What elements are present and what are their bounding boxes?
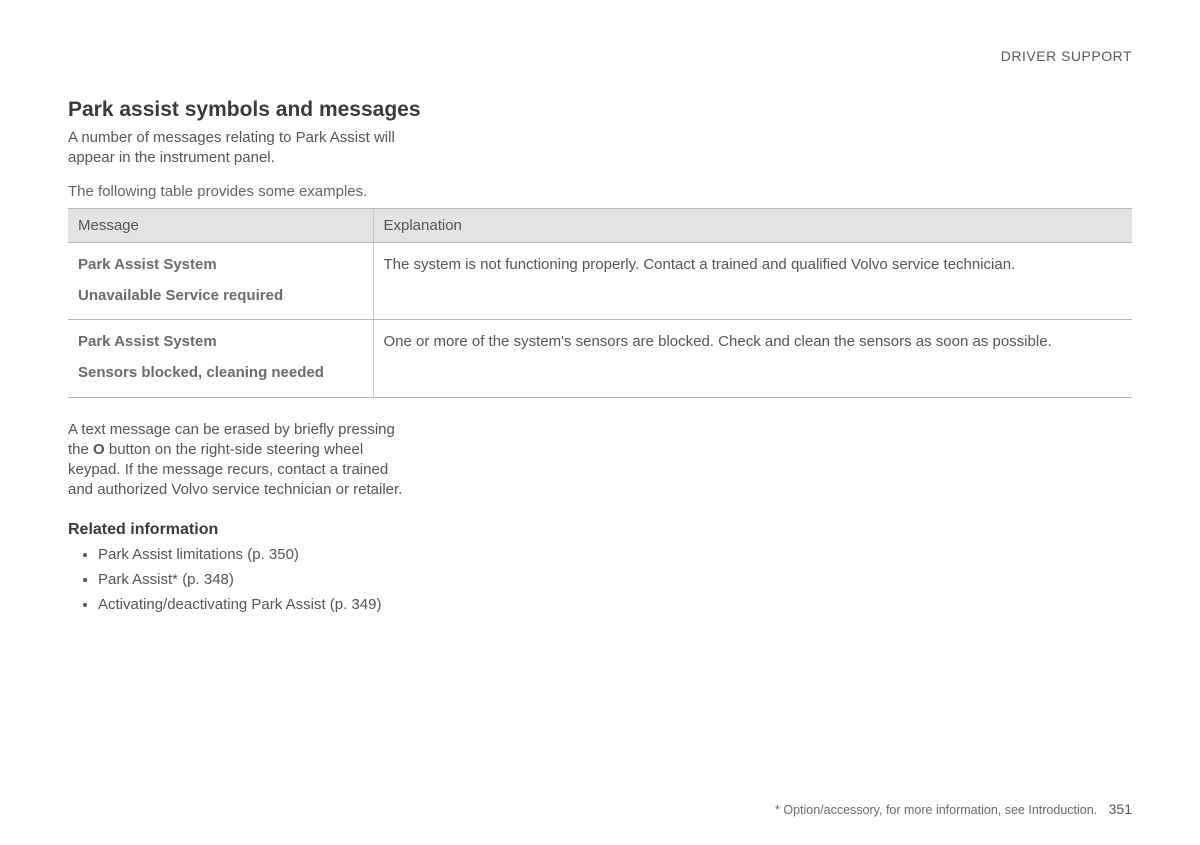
table-row: Park Assist System Sensors blocked, clea… — [68, 320, 1132, 398]
manual-page: DRIVER SUPPORT Park assist symbols and m… — [0, 0, 1200, 845]
message-cell: Park Assist System Sensors blocked, clea… — [68, 320, 373, 398]
explanation-cell: The system is not functioning properly. … — [373, 242, 1132, 320]
col-header-message: Message — [68, 208, 373, 242]
related-item: Activating/deactivating Park Assist (p. … — [98, 595, 1132, 615]
page-number: 351 — [1109, 801, 1132, 817]
message-subtitle: Sensors blocked, cleaning needed — [78, 361, 363, 384]
page-title: Park assist symbols and messages — [68, 98, 1132, 122]
related-item: Park Assist limitations (p. 350) — [98, 545, 1132, 565]
page-footer: * Option/accessory, for more information… — [775, 801, 1132, 817]
message-cell: Park Assist System Unavailable Service r… — [68, 242, 373, 320]
erase-post: button on the right-side steering wheel … — [68, 441, 402, 499]
col-header-explanation: Explanation — [373, 208, 1132, 242]
message-subtitle: Unavailable Service required — [78, 284, 363, 307]
intro-paragraph: A number of messages relating to Park As… — [68, 128, 428, 169]
table-lead: The following table provides some exampl… — [68, 183, 1132, 200]
related-list: Park Assist limitations (p. 350) Park As… — [68, 545, 1132, 616]
section-header: DRIVER SUPPORT — [68, 48, 1132, 64]
related-heading: Related information — [68, 521, 1132, 539]
messages-table: Message Explanation Park Assist System U… — [68, 208, 1132, 398]
table-row: Park Assist System Unavailable Service r… — [68, 242, 1132, 320]
message-title: Park Assist System — [78, 253, 363, 276]
message-title: Park Assist System — [78, 330, 363, 353]
erase-instruction: A text message can be erased by briefly … — [68, 420, 408, 501]
o-button-label: O — [93, 441, 105, 458]
related-item: Park Assist* (p. 348) — [98, 570, 1132, 590]
explanation-cell: One or more of the system's sensors are … — [373, 320, 1132, 398]
table-header-row: Message Explanation — [68, 208, 1132, 242]
footnote: * Option/accessory, for more information… — [775, 803, 1097, 817]
